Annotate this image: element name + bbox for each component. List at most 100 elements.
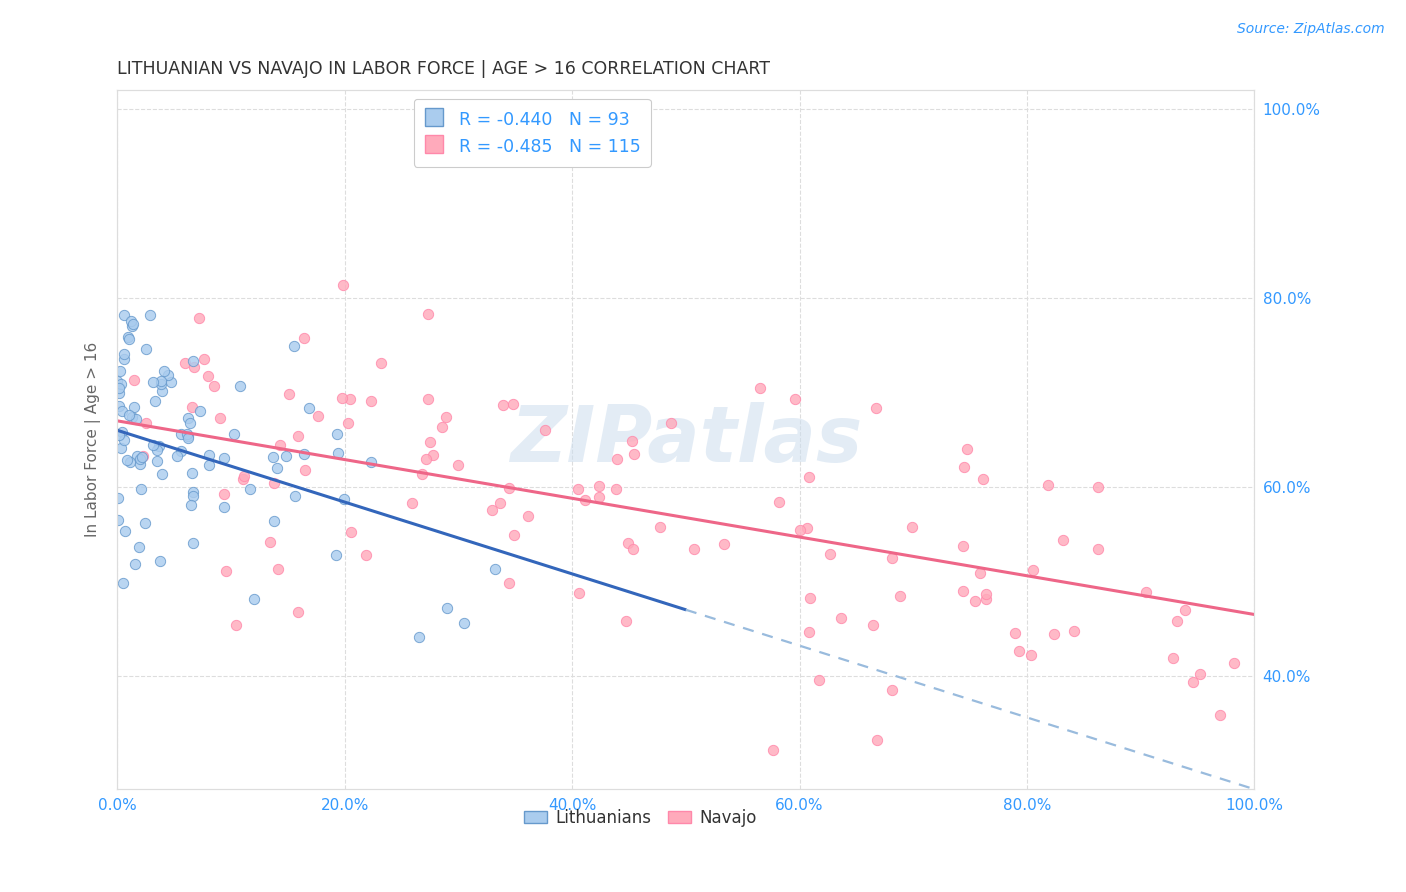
Point xyxy=(118,333,141,347)
Point xyxy=(762,743,785,757)
Point xyxy=(621,434,644,449)
Point xyxy=(132,449,155,463)
Point xyxy=(262,450,284,465)
Point xyxy=(1087,480,1109,494)
Point xyxy=(326,445,349,459)
Point xyxy=(232,472,254,486)
Point xyxy=(197,369,219,384)
Point xyxy=(188,403,211,417)
Point xyxy=(1135,585,1157,599)
Point xyxy=(419,435,441,450)
Point xyxy=(156,368,179,383)
Point xyxy=(177,428,200,442)
Point xyxy=(453,615,475,630)
Text: LITHUANIAN VS NAVAJO IN LABOR FORCE | AGE > 16 CORRELATION CHART: LITHUANIAN VS NAVAJO IN LABOR FORCE | AG… xyxy=(117,60,770,78)
Point xyxy=(107,513,129,527)
Point xyxy=(183,536,205,550)
Point xyxy=(131,450,153,464)
Point xyxy=(150,467,173,481)
Point xyxy=(209,410,232,425)
Point xyxy=(135,342,157,356)
Point xyxy=(212,451,235,466)
Point xyxy=(229,378,252,392)
Point xyxy=(432,420,454,434)
Point xyxy=(193,351,215,366)
Point xyxy=(166,449,188,463)
Point xyxy=(215,564,238,578)
Point xyxy=(112,347,135,361)
Point xyxy=(112,434,135,448)
Point xyxy=(176,426,198,441)
Point xyxy=(623,447,645,461)
Point xyxy=(129,482,152,496)
Point xyxy=(356,548,378,562)
Point xyxy=(146,442,169,457)
Text: Source: ZipAtlas.com: Source: ZipAtlas.com xyxy=(1237,22,1385,37)
Point xyxy=(292,331,315,345)
Point xyxy=(173,356,195,370)
Point xyxy=(830,611,852,625)
Point xyxy=(114,524,136,538)
Point xyxy=(112,308,135,322)
Point xyxy=(340,524,363,539)
Point xyxy=(489,495,512,509)
Point xyxy=(401,496,423,510)
Point xyxy=(866,732,889,747)
Point xyxy=(969,566,991,580)
Point xyxy=(416,392,439,407)
Point xyxy=(1007,644,1029,658)
Point xyxy=(148,439,170,453)
Point xyxy=(278,386,301,401)
Point xyxy=(181,489,204,503)
Point xyxy=(588,491,610,505)
Point xyxy=(360,394,382,409)
Point xyxy=(170,444,193,458)
Point xyxy=(783,392,806,406)
Point xyxy=(415,451,437,466)
Point xyxy=(139,308,162,322)
Point xyxy=(605,483,627,497)
Point xyxy=(111,425,134,439)
Point xyxy=(187,311,209,326)
Point xyxy=(233,468,256,483)
Point xyxy=(111,404,134,418)
Point xyxy=(408,630,430,644)
Point xyxy=(1166,614,1188,628)
Y-axis label: In Labor Force | Age > 16: In Labor Force | Age > 16 xyxy=(86,343,101,537)
Point xyxy=(974,591,997,606)
Point xyxy=(204,378,226,392)
Point xyxy=(799,591,821,606)
Point xyxy=(865,401,887,416)
Point xyxy=(502,527,524,541)
Point xyxy=(287,605,309,619)
Point xyxy=(179,498,201,512)
Point xyxy=(146,454,169,468)
Point xyxy=(150,384,173,398)
Point xyxy=(152,364,174,378)
Point xyxy=(952,584,974,599)
Point xyxy=(370,356,392,370)
Point xyxy=(567,483,589,497)
Point xyxy=(177,411,200,425)
Point xyxy=(276,449,298,463)
Point xyxy=(325,548,347,562)
Point xyxy=(112,351,135,366)
Point xyxy=(287,428,309,442)
Point xyxy=(127,449,149,463)
Point xyxy=(117,330,139,344)
Point xyxy=(533,423,555,437)
Point xyxy=(498,481,520,495)
Point xyxy=(150,377,173,392)
Point xyxy=(447,458,470,473)
Point xyxy=(502,396,524,410)
Point xyxy=(267,561,290,575)
Point xyxy=(617,536,640,550)
Point xyxy=(181,354,204,368)
Point xyxy=(972,472,994,486)
Point xyxy=(416,307,439,321)
Point xyxy=(516,508,538,523)
Point xyxy=(107,491,129,505)
Point xyxy=(181,467,204,481)
Legend: Lithuanians, Navajo: Lithuanians, Navajo xyxy=(517,802,763,833)
Point xyxy=(807,673,830,688)
